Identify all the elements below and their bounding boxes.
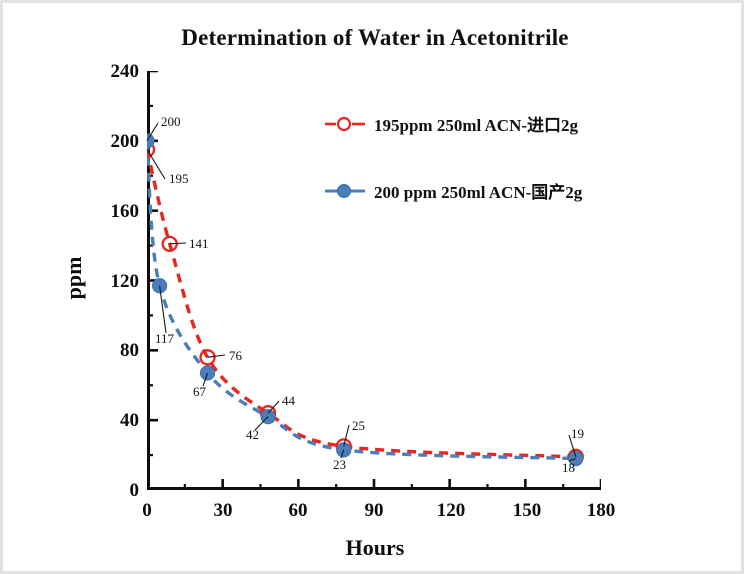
legend-marker-filled-circle-icon (323, 182, 367, 200)
x-axis-title: Hours (345, 535, 405, 560)
x-tick-label-90: 90 (364, 500, 384, 521)
x-tick-label-0: 0 (142, 500, 152, 521)
y-tick-label-160: 160 (110, 201, 140, 222)
y-tick-label-240: 240 (110, 61, 140, 82)
point-label-blue-23: 23 (333, 457, 346, 472)
y-tick-label-40: 40 (120, 410, 139, 431)
x-tick-label-120: 120 (436, 500, 466, 521)
x-tick-label-30: 30 (213, 500, 233, 521)
point-label-red-195: 195 (169, 171, 189, 186)
x-tick-label-180: 180 (586, 500, 616, 521)
point-label-red-19: 19 (571, 426, 584, 441)
x-tick-label-150: 150 (512, 500, 542, 521)
x-tick-label-60: 60 (288, 500, 308, 521)
point-label-blue-67: 67 (193, 384, 206, 399)
y-axis-title: ppm (61, 256, 86, 300)
point-label-red-76: 76 (229, 348, 242, 363)
page-title: Determination of Water in Acetonitrile (181, 25, 569, 50)
point-label-blue-18: 18 (562, 460, 575, 475)
point-label-blue-42: 42 (246, 427, 259, 442)
point-label-red-44: 44 (282, 393, 295, 408)
y-tick-label-120: 120 (110, 271, 140, 292)
legend-entry-blue[interactable]: 200 ppm 250ml ACN-国产2g (323, 178, 582, 203)
y-tick-label-200: 200 (110, 131, 140, 152)
legend-marker-open-circle-icon (323, 115, 367, 133)
legend-label-blue: 200 ppm 250ml ACN-国产2g (374, 183, 583, 202)
legend-entry-red[interactable]: 195ppm 250ml ACN-进口2g (323, 111, 578, 136)
y-tick-label-0: 0 (129, 480, 140, 501)
legend-label-red: 195ppm 250ml ACN-进口2g (374, 116, 579, 135)
point-label-blue-200: 200 (161, 114, 181, 129)
point-label-red-25: 25 (352, 418, 365, 433)
point-label-blue-117: 117 (155, 331, 175, 346)
y-tick-label-80: 80 (120, 340, 139, 361)
point-label-red-141: 141 (189, 236, 209, 251)
